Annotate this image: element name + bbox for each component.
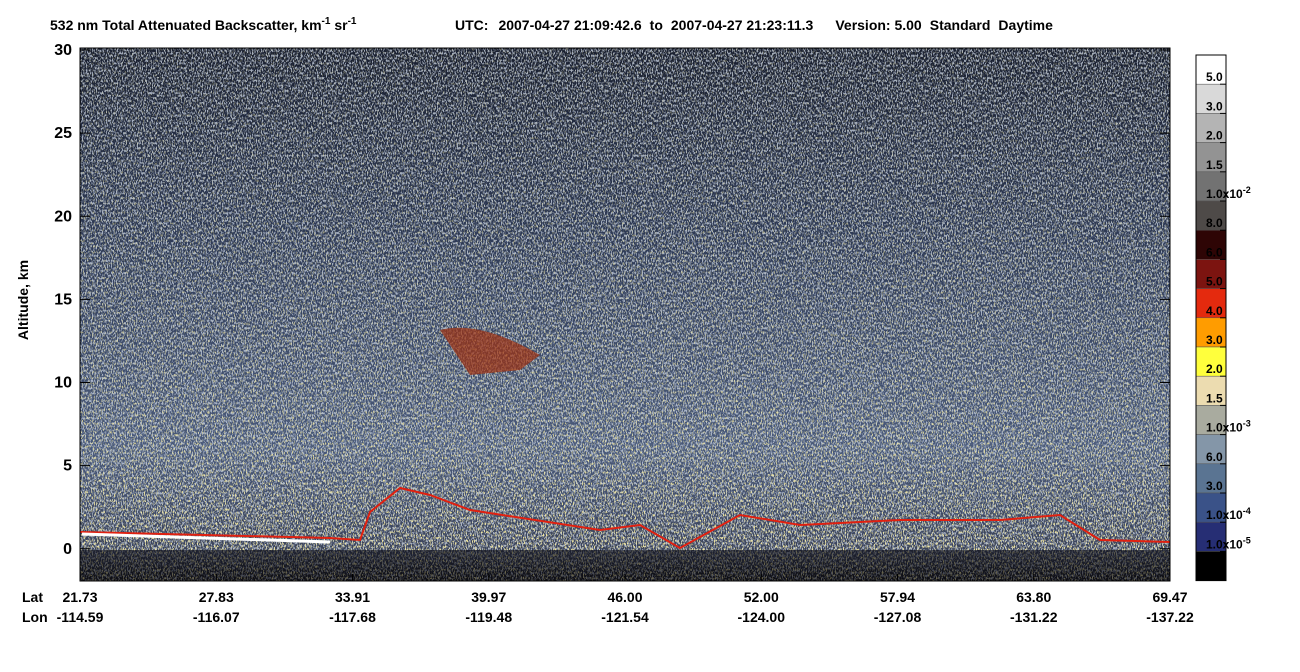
colorbar-swatch bbox=[1195, 83, 1227, 114]
y-tick-label: 5 bbox=[63, 458, 72, 475]
colorbar-swatch bbox=[1195, 346, 1227, 377]
colorbar-label-text: 1.5 bbox=[1206, 391, 1223, 405]
colorbar-label-text: 2.0 bbox=[1206, 362, 1223, 376]
colorbar-swatch bbox=[1195, 229, 1227, 260]
colorbar-label: 5.0 bbox=[1206, 275, 1223, 289]
colorbar-label: 1.0x10-4 bbox=[1206, 506, 1251, 522]
end-time: 2007-04-27 21:23:11.3 bbox=[671, 17, 814, 33]
colorbar-label: 6.0 bbox=[1206, 245, 1223, 259]
colorbar-label-text: 6.0 bbox=[1206, 450, 1223, 464]
lighting: Daytime bbox=[998, 17, 1053, 33]
y-tick-label: 10 bbox=[54, 375, 72, 392]
colorbar-label-exponent: -3 bbox=[1243, 419, 1251, 429]
colorbar-label-text: 1.0x10 bbox=[1206, 508, 1243, 522]
colorbar-label-text: 1.0x10 bbox=[1206, 537, 1243, 551]
colorbar-label-text: 1.0x10 bbox=[1206, 187, 1243, 201]
title-sup: -1 bbox=[348, 16, 357, 27]
lat-value: 39.97 bbox=[471, 589, 506, 605]
colorbar-label: 1.0x10-5 bbox=[1206, 535, 1251, 551]
colorbar-label-text: 3.0 bbox=[1206, 99, 1223, 113]
colorbar-swatch bbox=[1195, 463, 1227, 494]
colorbar-label: 6.0 bbox=[1206, 450, 1223, 464]
y-axis-label: Altitude, km bbox=[15, 260, 31, 340]
colorbar-label: 1.0x10-2 bbox=[1206, 185, 1251, 201]
version: Version: 5.00 bbox=[835, 17, 922, 33]
lon-value: -131.22 bbox=[1010, 609, 1058, 625]
colorbar-label-text: 3.0 bbox=[1206, 333, 1223, 347]
lon-value: -137.22 bbox=[1146, 609, 1194, 625]
start-time: 2007-04-27 21:09:42.6 bbox=[498, 17, 641, 33]
lat-value: 69.47 bbox=[1152, 589, 1187, 605]
colorbar-swatch bbox=[1195, 551, 1227, 581]
colorbar-swatch bbox=[1195, 171, 1227, 202]
backscatter-image bbox=[79, 48, 1171, 581]
title-time: UTC: 2007-04-27 21:09:42.6 to 2007-04-27 21… bbox=[455, 17, 1053, 33]
colorbar-label: 1.0x10-3 bbox=[1206, 419, 1251, 435]
colorbar-label-text: 4.0 bbox=[1206, 304, 1223, 318]
colorbar-label-text: 6.0 bbox=[1206, 245, 1223, 259]
colorbar-label-text: 2.0 bbox=[1206, 129, 1223, 143]
y-tick-label: 25 bbox=[54, 125, 72, 142]
colorbar-label-exponent: -2 bbox=[1243, 185, 1251, 195]
colorbar-label: 8.0 bbox=[1206, 216, 1223, 230]
title: 532 nm Total Attenuated Backscatter, km-… bbox=[50, 16, 1053, 33]
title-text: 532 nm Total Attenuated Backscatter, km-… bbox=[50, 16, 357, 33]
colorbar-swatch bbox=[1195, 375, 1227, 406]
colorbar-swatch bbox=[1195, 521, 1227, 552]
lon-value: -127.08 bbox=[874, 609, 922, 625]
colorbar-label-exponent: -5 bbox=[1243, 535, 1251, 545]
colorbar-label: 2.0 bbox=[1206, 362, 1223, 376]
colorbar-label: 3.0 bbox=[1206, 333, 1223, 347]
colorbar-label: 2.0 bbox=[1206, 129, 1223, 143]
colorbar-label-text: 1.0x10 bbox=[1206, 421, 1243, 435]
lat-value: 46.00 bbox=[607, 589, 642, 605]
lon-value: -117.68 bbox=[329, 609, 376, 625]
colorbar-swatch bbox=[1195, 142, 1227, 173]
lat-value: 21.73 bbox=[62, 589, 97, 605]
colorbar-label-text: 5.0 bbox=[1206, 275, 1223, 289]
colorbar-label-exponent: -4 bbox=[1243, 506, 1251, 516]
lat-value: 27.83 bbox=[199, 589, 234, 605]
colorbar-label-text: 3.0 bbox=[1206, 479, 1223, 493]
y-tick-label: 20 bbox=[54, 208, 72, 225]
to-label: to bbox=[650, 17, 663, 33]
lat-value: 33.91 bbox=[335, 589, 370, 605]
colorbar-label: 1.5 bbox=[1206, 158, 1223, 172]
colorbar-label-text: 8.0 bbox=[1206, 216, 1223, 230]
colorbar-label-text: 1.5 bbox=[1206, 158, 1223, 172]
lon-label: Lon bbox=[22, 609, 48, 625]
lon-value: -121.54 bbox=[601, 609, 649, 625]
lat-label: Lat bbox=[22, 589, 43, 605]
lat-value: 57.94 bbox=[880, 589, 915, 605]
title-sup: -1 bbox=[322, 16, 331, 27]
lon-value: -114.59 bbox=[57, 609, 104, 625]
product: Standard bbox=[930, 17, 991, 33]
title-unit: sr bbox=[330, 17, 348, 33]
lon-value: -116.07 bbox=[193, 609, 240, 625]
colorbar-label: 5.0 bbox=[1206, 70, 1223, 84]
utc-label: UTC: bbox=[455, 17, 488, 33]
colorbar-label: 3.0 bbox=[1206, 479, 1223, 493]
y-tick-label: 30 bbox=[54, 42, 72, 59]
colorbar-label: 4.0 bbox=[1206, 304, 1223, 318]
lat-value: 52.00 bbox=[744, 589, 779, 605]
colorbar-label: 1.5 bbox=[1206, 391, 1223, 405]
colorbar-label-text: 5.0 bbox=[1206, 70, 1223, 84]
y-tick-label: 15 bbox=[54, 291, 72, 308]
lat-value: 63.80 bbox=[1016, 589, 1051, 605]
title-main: 532 nm Total Attenuated Backscatter, km bbox=[50, 17, 322, 33]
lon-value: -119.48 bbox=[465, 609, 512, 625]
y-tick-label: 0 bbox=[63, 541, 72, 558]
colorbar-swatch bbox=[1195, 405, 1227, 435]
colorbar-label: 3.0 bbox=[1206, 99, 1223, 113]
lon-value: -124.00 bbox=[738, 609, 786, 625]
colorbar-swatch bbox=[1195, 200, 1227, 231]
